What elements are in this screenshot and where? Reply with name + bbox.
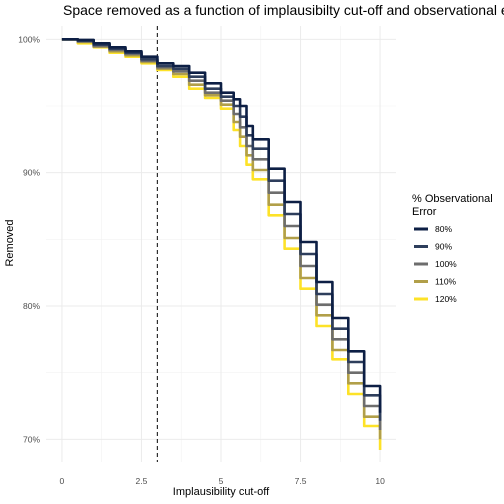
x-tick-label: 10 xyxy=(375,476,385,486)
legend-label: 90% xyxy=(435,242,452,252)
y-tick-label: 80% xyxy=(23,301,40,311)
series-lines xyxy=(61,38,382,450)
x-tick-label: 2.5 xyxy=(136,476,148,486)
y-tick-label: 90% xyxy=(23,168,40,178)
chart-title: Space removed as a function of implausib… xyxy=(63,2,504,18)
y-axis-ticks: 70% 80% 90% 100% xyxy=(18,34,40,444)
x-tick-label: 5 xyxy=(219,476,224,486)
y-axis-title: Removed xyxy=(4,219,16,266)
legend: % Observational Error 80% 90% 100% 110% 120% xyxy=(412,193,493,304)
x-tick-label: 7.5 xyxy=(295,476,307,486)
legend-label: 120% xyxy=(435,294,457,304)
legend-title-line-1: % Observational xyxy=(412,193,493,205)
gridlines xyxy=(46,26,396,462)
legend-label: 80% xyxy=(435,224,452,234)
legend-label: 110% xyxy=(435,277,457,287)
y-tick-label: 100% xyxy=(18,34,40,44)
x-axis-title: Implausibility cut-off xyxy=(173,486,270,498)
legend-title-line-2: Error xyxy=(412,206,437,218)
legend-items: 80% 90% 100% 110% 120% xyxy=(414,224,457,304)
x-axis-ticks: 0 2.5 5 7.5 10 xyxy=(60,476,386,486)
legend-label: 100% xyxy=(435,259,457,269)
x-tick-label: 0 xyxy=(60,476,65,486)
y-tick-label: 70% xyxy=(23,434,40,444)
series-line-80pct xyxy=(61,38,382,413)
